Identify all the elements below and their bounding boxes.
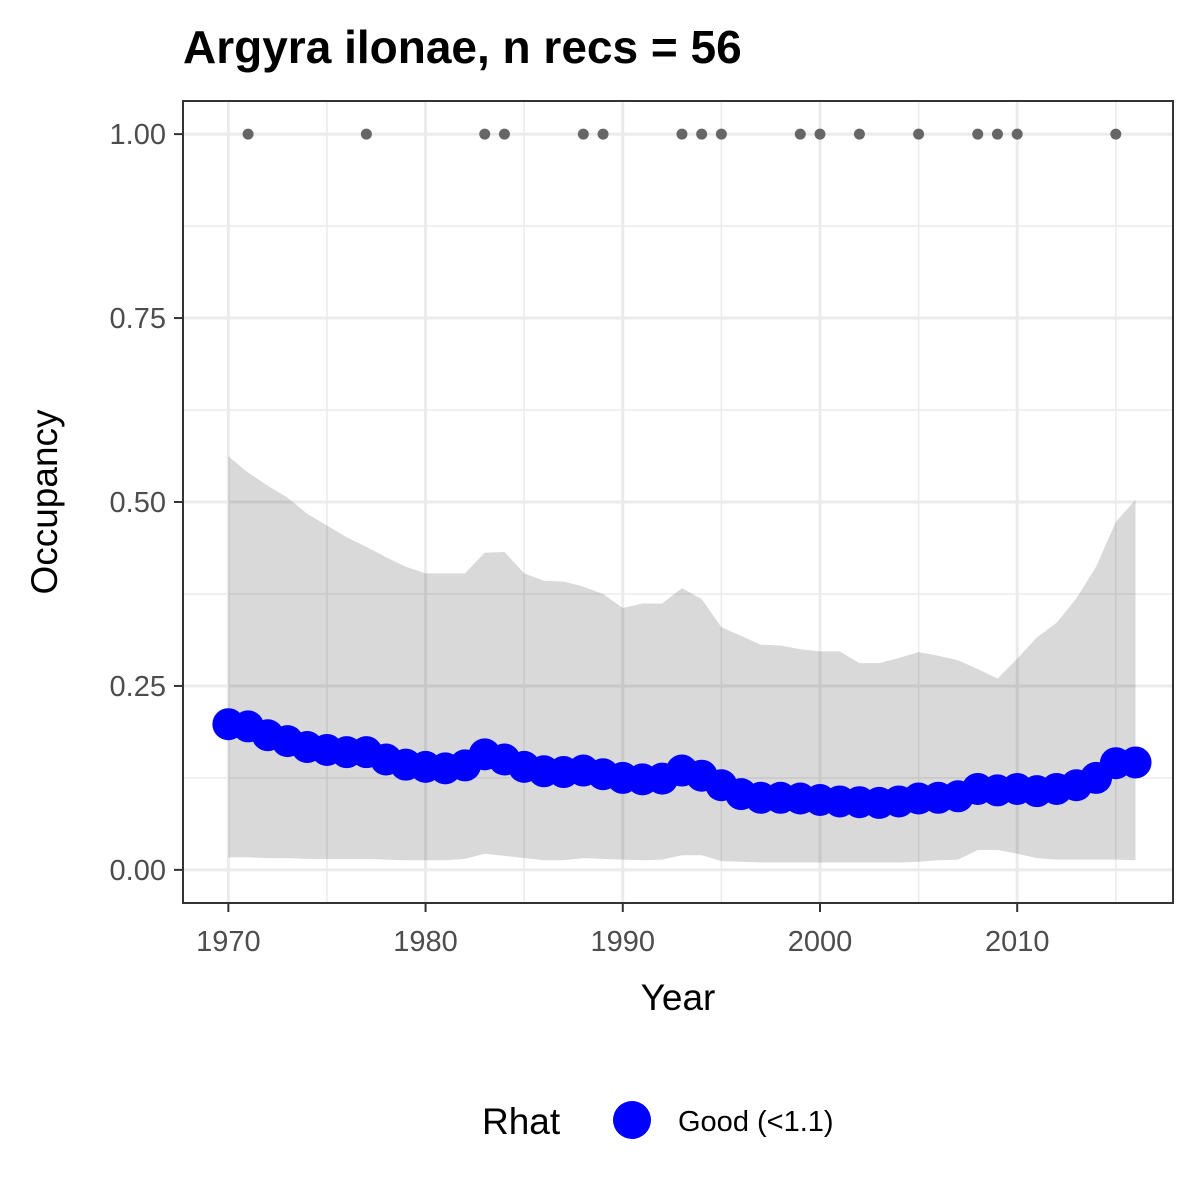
x-axis: 1970 1980 1990 2000 2010 bbox=[196, 903, 1049, 958]
x-tick-label: 1990 bbox=[591, 926, 656, 958]
legend-title: Rhat bbox=[482, 1101, 561, 1142]
record-points bbox=[242, 128, 1122, 140]
record-point bbox=[676, 128, 688, 140]
record-point bbox=[360, 128, 372, 140]
record-point bbox=[715, 128, 727, 140]
record-point bbox=[1110, 128, 1122, 140]
record-point bbox=[696, 128, 708, 140]
record-point bbox=[913, 128, 925, 140]
y-tick-label: 1.00 bbox=[110, 119, 166, 151]
record-point bbox=[242, 128, 254, 140]
legend: Rhat Good (<1.1) bbox=[482, 1101, 834, 1142]
record-point bbox=[991, 128, 1003, 140]
record-point bbox=[853, 128, 865, 140]
y-axis-title: Occupancy bbox=[24, 409, 65, 595]
y-tick-label: 0.25 bbox=[110, 671, 166, 703]
x-tick-label: 1980 bbox=[393, 926, 458, 958]
legend-label-good: Good (<1.1) bbox=[678, 1106, 834, 1138]
y-tick-label: 0.00 bbox=[110, 855, 166, 887]
y-axis: 0.00 0.25 0.50 0.75 1.00 bbox=[110, 119, 183, 887]
estimate-point bbox=[1119, 746, 1152, 779]
record-point bbox=[972, 128, 984, 140]
x-tick-label: 2010 bbox=[985, 926, 1050, 958]
record-point bbox=[814, 128, 826, 140]
x-axis-title: Year bbox=[641, 977, 716, 1018]
record-point bbox=[479, 128, 491, 140]
y-tick-label: 0.50 bbox=[110, 487, 166, 519]
record-point bbox=[1011, 128, 1023, 140]
record-point bbox=[597, 128, 609, 140]
legend-key-good bbox=[613, 1101, 651, 1139]
x-tick-label: 1970 bbox=[196, 926, 261, 958]
occupancy-estimates bbox=[212, 708, 1152, 819]
record-point bbox=[794, 128, 806, 140]
x-tick-label: 2000 bbox=[788, 926, 853, 958]
y-tick-label: 0.75 bbox=[110, 303, 166, 335]
record-point bbox=[498, 128, 510, 140]
record-point bbox=[577, 128, 589, 140]
chart-title: Argyra ilonae, n recs = 56 bbox=[183, 21, 742, 73]
